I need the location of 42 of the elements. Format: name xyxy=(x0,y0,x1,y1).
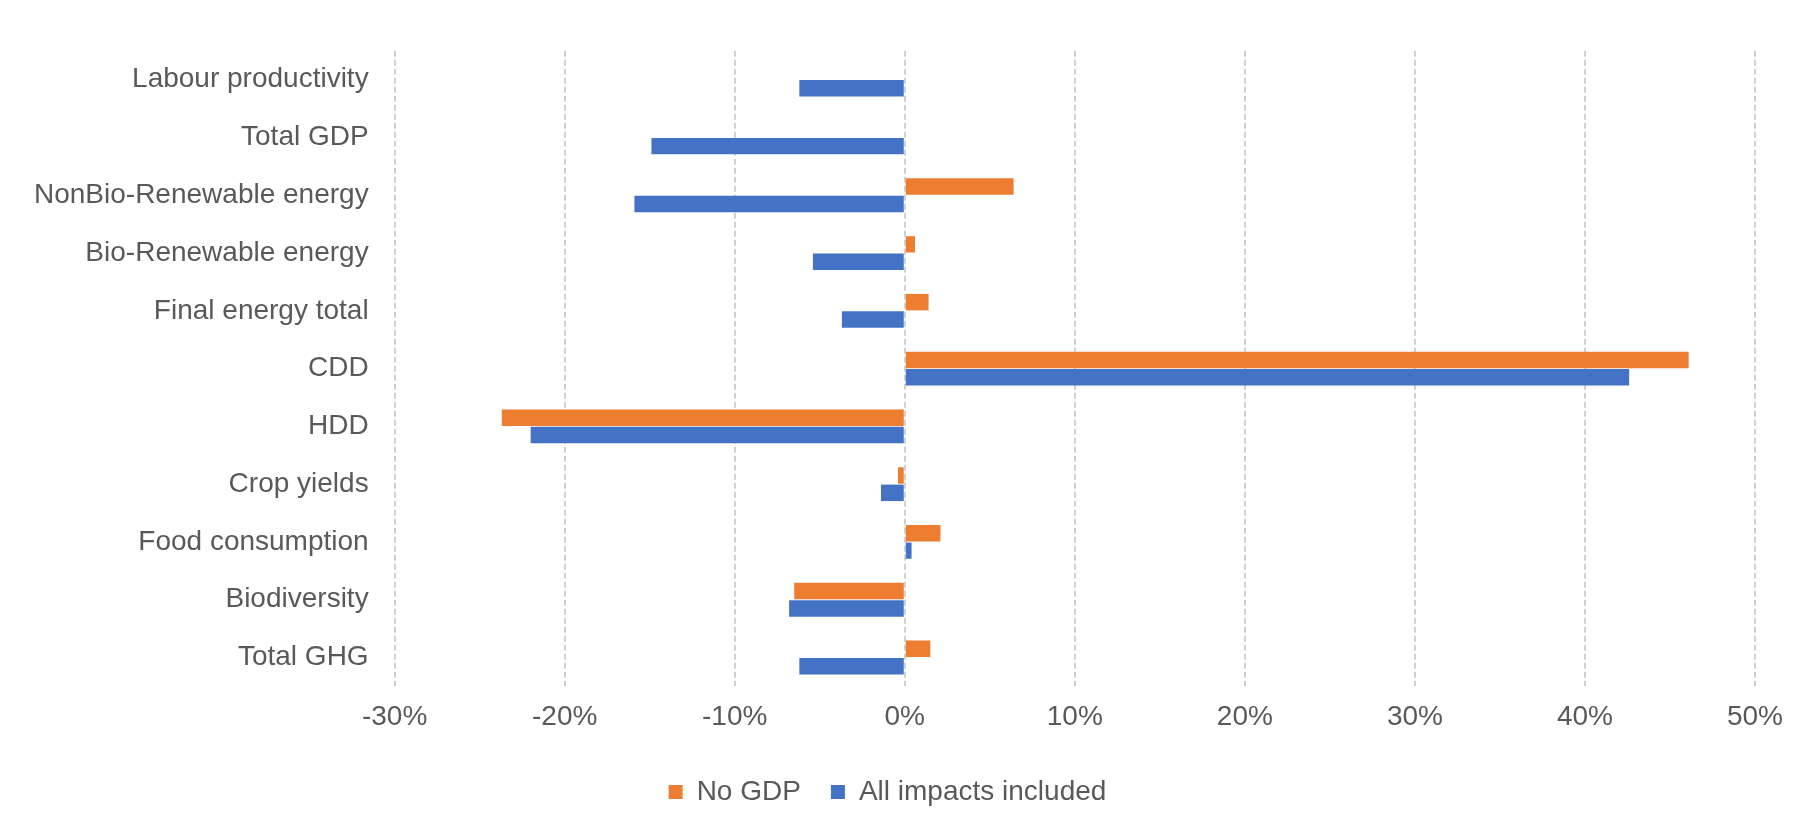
bar xyxy=(651,137,904,155)
x-tick-label: 0% xyxy=(884,699,926,731)
bar xyxy=(905,293,929,311)
bar xyxy=(799,657,904,675)
x-tick-label: 20% xyxy=(1216,699,1273,731)
y-tick-label: CDD xyxy=(307,351,369,383)
y-tick-label: Bio-Renewable energy xyxy=(85,235,369,267)
legend-label: All impacts included xyxy=(858,774,1107,806)
y-tick-label: Total GDP xyxy=(241,120,369,152)
x-tick-label: 40% xyxy=(1556,699,1613,731)
y-tick-label: Food consumption xyxy=(138,524,369,556)
bar xyxy=(905,542,912,559)
y-tick-label: Biodiversity xyxy=(225,582,369,614)
x-tick-label: 50% xyxy=(1726,699,1783,731)
bar xyxy=(905,236,915,253)
bar xyxy=(799,80,904,97)
bar xyxy=(905,351,1689,369)
x-tick-label: -20% xyxy=(532,699,598,731)
y-tick-label: Final energy total xyxy=(153,293,369,325)
bar xyxy=(841,311,904,328)
bar xyxy=(501,409,904,426)
bar xyxy=(905,369,1630,386)
y-tick-label: NonBio-Renewable energy xyxy=(33,177,369,209)
x-tick-label: -30% xyxy=(361,699,428,731)
bar xyxy=(812,253,904,270)
bar xyxy=(905,640,931,658)
bar xyxy=(789,600,904,617)
x-tick-label: 30% xyxy=(1386,699,1443,731)
y-tick-label: HDD xyxy=(307,409,369,441)
y-tick-label: Labour productivity xyxy=(132,62,369,94)
bar xyxy=(530,426,904,444)
bar xyxy=(634,195,904,213)
x-tick-label: 10% xyxy=(1046,699,1103,731)
y-tick-label: Total GHG xyxy=(237,640,369,672)
bar xyxy=(880,484,904,502)
bar xyxy=(905,178,1014,195)
legend-label: No GDP xyxy=(696,774,801,806)
x-tick-label: -10% xyxy=(702,699,768,731)
bar xyxy=(905,525,941,542)
y-tick-label: Crop yields xyxy=(228,466,369,498)
bar xyxy=(897,467,904,484)
bar xyxy=(794,582,904,600)
